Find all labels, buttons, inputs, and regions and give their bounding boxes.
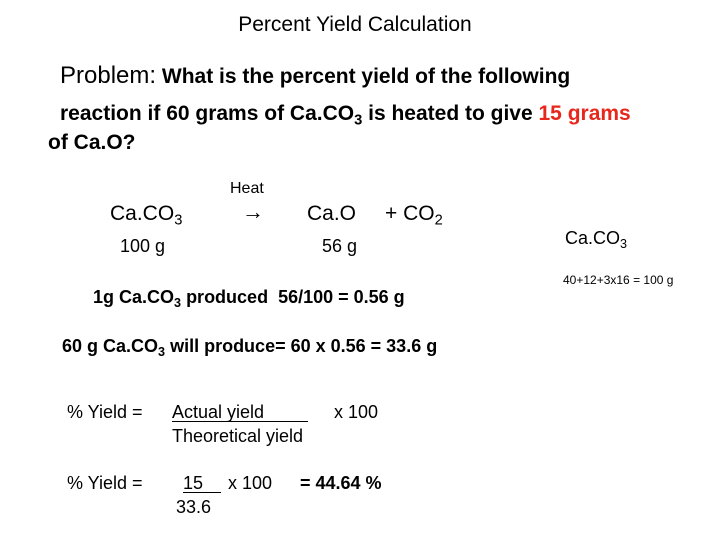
title: Percent Yield Calculation xyxy=(238,13,472,36)
subscript: 3 xyxy=(354,112,363,129)
problem-text: reaction if 60 grams of Ca.CO xyxy=(60,102,355,125)
problem-label: Problem: xyxy=(60,62,157,89)
subscript: 3 xyxy=(620,236,628,251)
formula: Ca.CO xyxy=(565,228,621,248)
result-numerator: 15 xyxy=(183,474,222,493)
problem-text: is heated to give xyxy=(368,102,533,125)
reactant: Ca.CO3 xyxy=(110,202,182,228)
reactant-mass: 100 g xyxy=(120,236,166,256)
formula: + CO xyxy=(385,202,435,225)
formula-times: x 100 xyxy=(334,402,379,422)
arrow: → xyxy=(242,199,264,224)
result-times: x 100 xyxy=(228,473,273,493)
highlight: 15 grams xyxy=(538,102,631,125)
product: Ca.O xyxy=(307,202,357,225)
side-calc: 40+12+3x16 = 100 g xyxy=(563,273,674,287)
result-label: % Yield = xyxy=(67,473,143,493)
formula-numerator: Actual yield xyxy=(172,403,309,422)
step: 1g Ca.CO3 produced 56/100 = 0.56 g xyxy=(93,287,405,309)
subscript: 2 xyxy=(434,212,443,229)
formula: Ca.CO xyxy=(110,202,175,225)
byproduct: + CO2 xyxy=(385,202,443,228)
product-mass: 56 g xyxy=(322,236,358,256)
problem-text: What is the percent yield of the followi… xyxy=(161,65,571,88)
heat-label: Heat xyxy=(230,180,264,197)
subscript: 3 xyxy=(174,212,183,229)
result-answer: = 44.64 % xyxy=(300,473,382,493)
step-text: produced 56/100 = 0.56 g xyxy=(186,287,405,307)
step-text: 1g Ca.CO xyxy=(93,287,175,307)
formula-label: % Yield = xyxy=(67,402,143,422)
problem-line: Problem: What is the percent yield of th… xyxy=(60,64,570,88)
problem-line: reaction if 60 grams of Ca.CO3 is heated… xyxy=(60,102,631,128)
formula-denominator: Theoretical yield xyxy=(172,426,304,446)
problem-text: of Ca.O? xyxy=(48,131,136,154)
subscript: 3 xyxy=(174,295,182,310)
subscript: 3 xyxy=(158,344,166,359)
result-denominator: 33.6 xyxy=(176,497,212,517)
step: 60 g Ca.CO3 will produce= 60 x 0.56 = 33… xyxy=(62,336,438,358)
side-formula: Ca.CO3 xyxy=(565,228,627,250)
step-text: will produce= 60 x 0.56 = 33.6 g xyxy=(170,336,438,356)
step-text: 60 g Ca.CO xyxy=(62,336,159,356)
